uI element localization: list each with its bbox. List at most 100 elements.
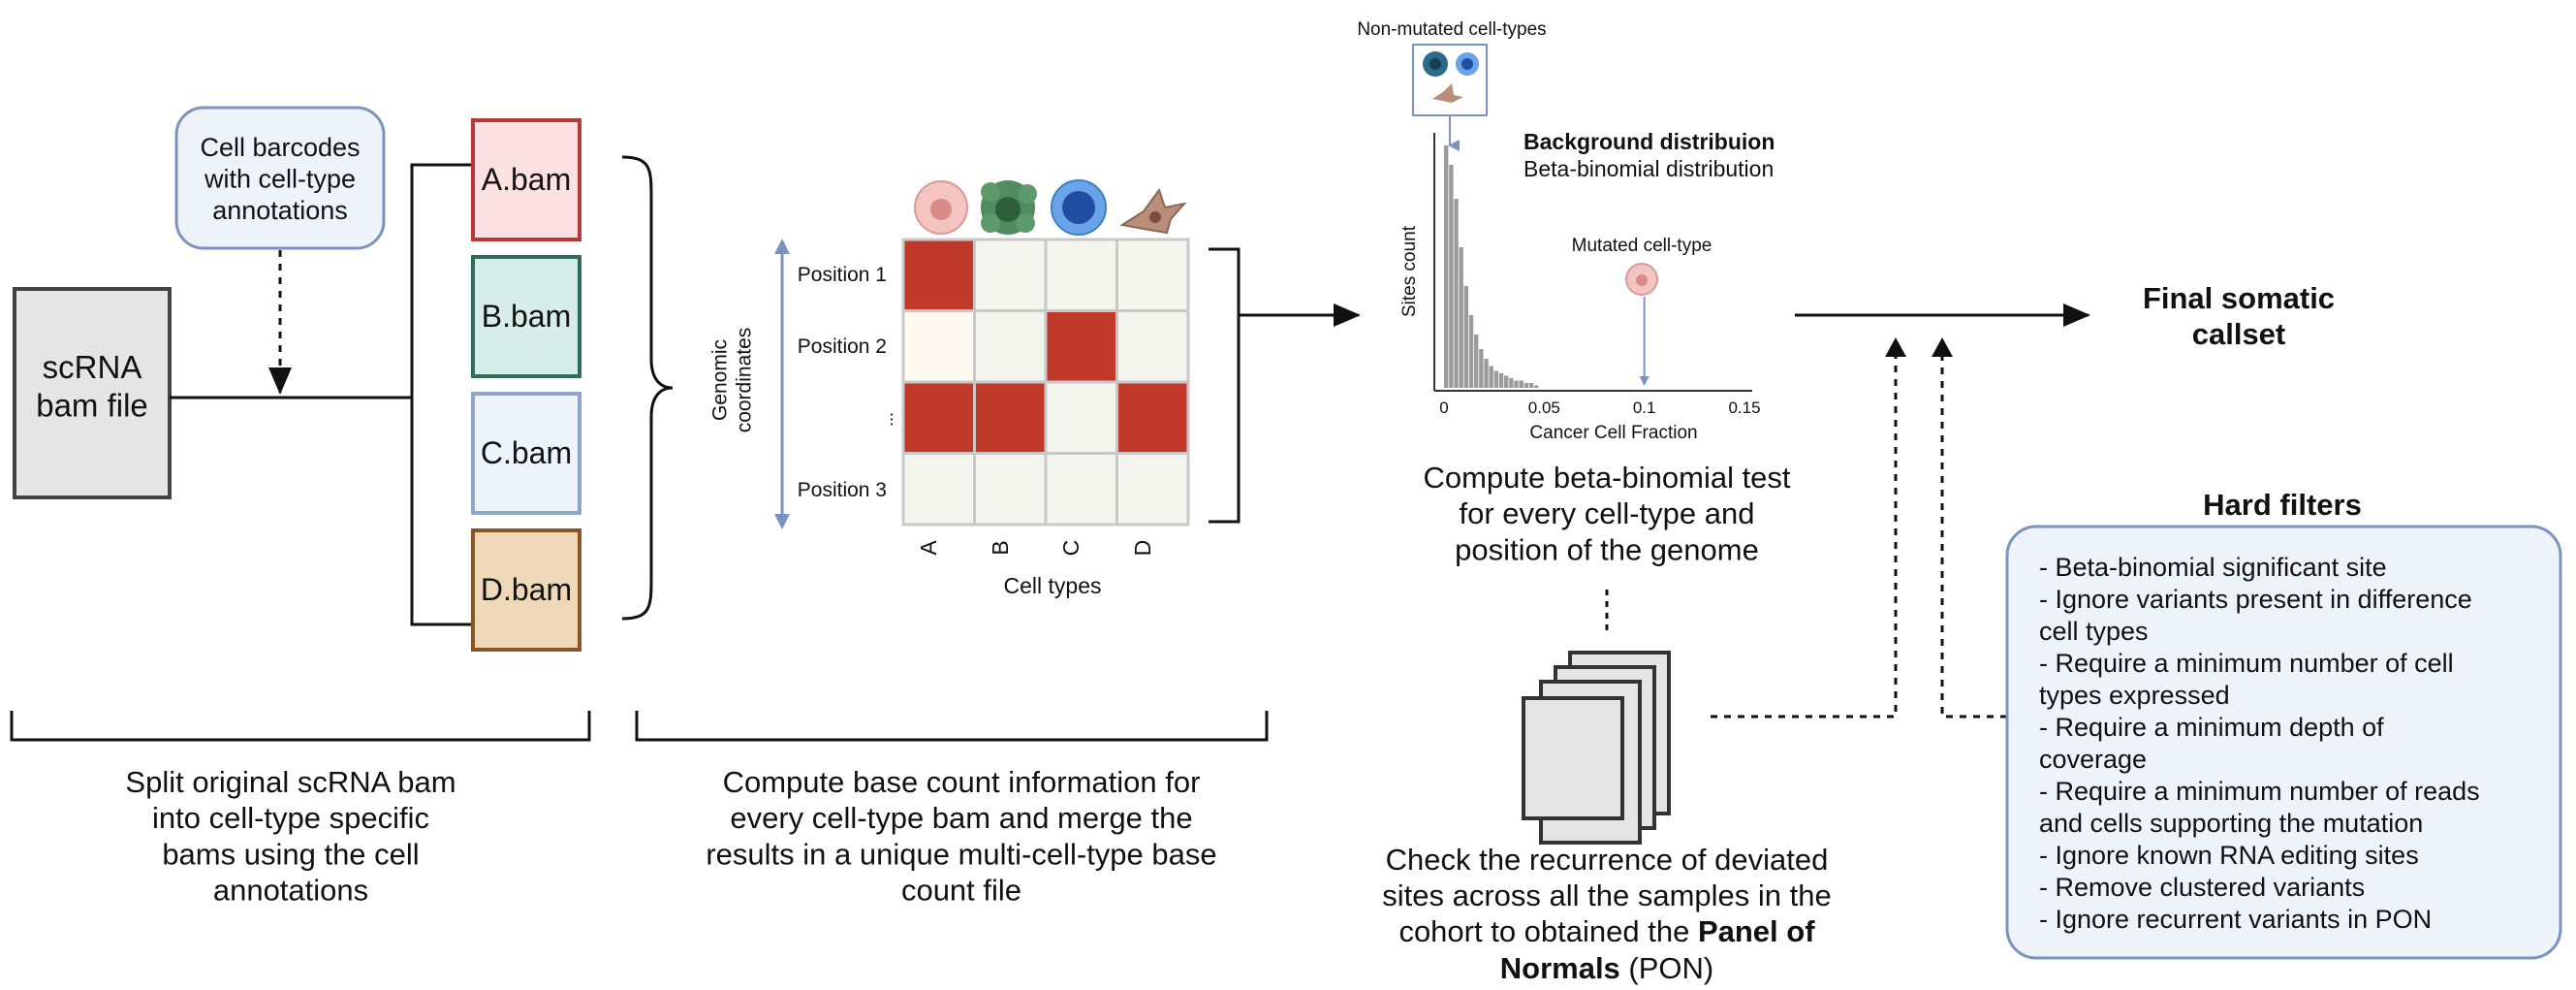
pon-caption-line-4: Normals (PON) [1500, 951, 1713, 985]
histogram-bar [1519, 380, 1524, 388]
cell-type-a-icon [914, 180, 968, 235]
hard-filter-item: - Require a minimum number of reads [2039, 777, 2480, 806]
hard-filter-item: - Ignore recurrent variants in PON [2039, 905, 2432, 934]
filters-to-final-arrowhead [1932, 337, 1953, 357]
histogram-bar [1459, 247, 1463, 388]
step2-caption-bracket [635, 711, 1269, 742]
bam-b-box [471, 255, 581, 378]
row-label-position-1: Position 1 [798, 264, 887, 286]
mutated-marker-arrow [1639, 376, 1649, 386]
histogram-bar [1493, 370, 1499, 388]
hard-filter-item: cell types [2039, 617, 2149, 646]
bam-a-box [471, 118, 581, 241]
pon-caption-line-2: sites across all the samples in the [1382, 878, 1832, 912]
histogram-bar [1468, 315, 1474, 388]
genomic-axis-label: Genomic coordinates [708, 328, 755, 433]
histogram-bar [1524, 383, 1529, 388]
bam-a-label: A.bam [482, 162, 571, 197]
text-line: count file [901, 874, 1021, 908]
background-distribution-subtitle: Beta-binomial distribution [1524, 156, 1774, 181]
bam-c-box [471, 392, 581, 515]
text-line: coordinates [734, 328, 756, 433]
matrix-cell-variant [901, 238, 976, 312]
col-label-c: C [1058, 540, 1084, 557]
x-tick-label: 0.1 [1633, 399, 1656, 417]
cell-barcodes-label: Cell barcodes with cell-type annotations [200, 133, 360, 225]
bam-b-label: B.bam [482, 299, 571, 334]
text-line: with cell-type [204, 164, 356, 193]
hard-filters-box [2005, 525, 2562, 960]
cell-type-b-icon [981, 180, 1037, 235]
step3-test-section: Non-mutated cell-types Background distri… [1357, 19, 1831, 985]
text-line: Split original scRNA bam [125, 765, 456, 799]
row-label-position-2: Position 2 [798, 335, 887, 358]
text-line: Compute beta-binomial test [1423, 461, 1790, 495]
matrix-cell-empty [1044, 238, 1118, 312]
hard-filter-item: - Beta-binomial significant site [2039, 553, 2387, 582]
bam-split-bracket [410, 163, 473, 626]
histogram-bar [1449, 165, 1454, 388]
text-line: position of the genome [1455, 532, 1759, 566]
text-line: into cell-type specific [152, 801, 429, 835]
cell-types-axis-label: Cell types [1004, 573, 1102, 598]
col-label-a: A [916, 540, 941, 556]
matrix-cell-empty [1115, 238, 1190, 312]
matrix-cell-variant [901, 380, 976, 455]
matrix-cell-empty [1115, 452, 1190, 527]
text-line: annotations [212, 196, 348, 225]
mutated-celltype-label: Mutated cell-type [1572, 236, 1712, 256]
histogram-bar [1479, 349, 1484, 388]
matrix-cell-variant [973, 380, 1048, 455]
col-label-d: D [1130, 540, 1155, 557]
histogram-bar [1474, 335, 1479, 388]
col-label-b: B [988, 540, 1013, 555]
matrix-cell-variant [1115, 380, 1190, 455]
filters-to-final-dashed [1940, 349, 2007, 719]
step2-merge-section: Genomic coordinates Position 1 Position 2… [635, 179, 1361, 908]
histogram-bar [1498, 373, 1504, 388]
matrix-cell-empty [973, 238, 1048, 312]
hard-filters-list: - Beta-binomial significant site - Ignore… [2039, 553, 2480, 934]
pon-to-final-arrowhead [1885, 337, 1906, 357]
hard-filter-item: - Remove clustered variants [2039, 873, 2365, 902]
matrix-cell-empty [1115, 309, 1190, 384]
hard-filter-item: coverage [2039, 745, 2147, 774]
panel-of-normals-stack-icon [1522, 651, 1671, 845]
step1-caption-bracket [10, 711, 591, 742]
bam-d-label: D.bam [481, 572, 572, 607]
non-mutated-icons-box [1412, 44, 1488, 116]
mutated-cell-icon [1625, 263, 1658, 296]
bam-c-label: C.bam [481, 435, 572, 470]
matrix-cell-variant [1044, 309, 1118, 384]
step1-split-section: scRNA bam file Cell barcodes with cell-typ… [10, 106, 674, 908]
histogram-bar [1489, 366, 1493, 388]
hard-filter-item: - Ignore known RNA editing sites [2039, 841, 2419, 870]
matrix-cell-empty [901, 452, 976, 527]
hard-filter-item: and cells supporting the mutation [2039, 809, 2423, 838]
step2-caption: Compute base count information for every … [706, 765, 1216, 908]
matrix-cell-empty [973, 452, 1048, 527]
matrix-cell-empty [973, 309, 1048, 384]
sites-count-axis-label: Sites count [1399, 225, 1420, 317]
non-mutated-cell-icons [1423, 51, 1479, 103]
text-line: bams using the cell [162, 837, 419, 871]
hard-filter-item: types expressed [2039, 681, 2230, 710]
text-line: Compute base count information for [723, 765, 1201, 799]
scrna-bam-file-label: scRNA bam file [36, 349, 148, 424]
text-line: Final somatic [2143, 281, 2335, 315]
ccf-axis-label: Cancer Cell Fraction [1529, 423, 1697, 443]
bam-d-box [471, 528, 581, 652]
histogram-bar [1504, 375, 1509, 388]
histogram-bar [1514, 380, 1519, 388]
matrix-cell-empty [1044, 380, 1118, 455]
text-line: every cell-type bam and merge the [730, 801, 1192, 835]
text-line: Cell barcodes [200, 133, 360, 162]
hard-filter-item: - Require a minimum depth of [2039, 713, 2384, 742]
histogram-bar [1509, 378, 1514, 388]
scrna-bam-file-box [13, 287, 172, 499]
text-line: annotations [213, 874, 368, 908]
text-line: Genomic [708, 339, 731, 421]
x-tick-label: 0.05 [1528, 399, 1560, 417]
merge-curly-brace [621, 155, 674, 621]
